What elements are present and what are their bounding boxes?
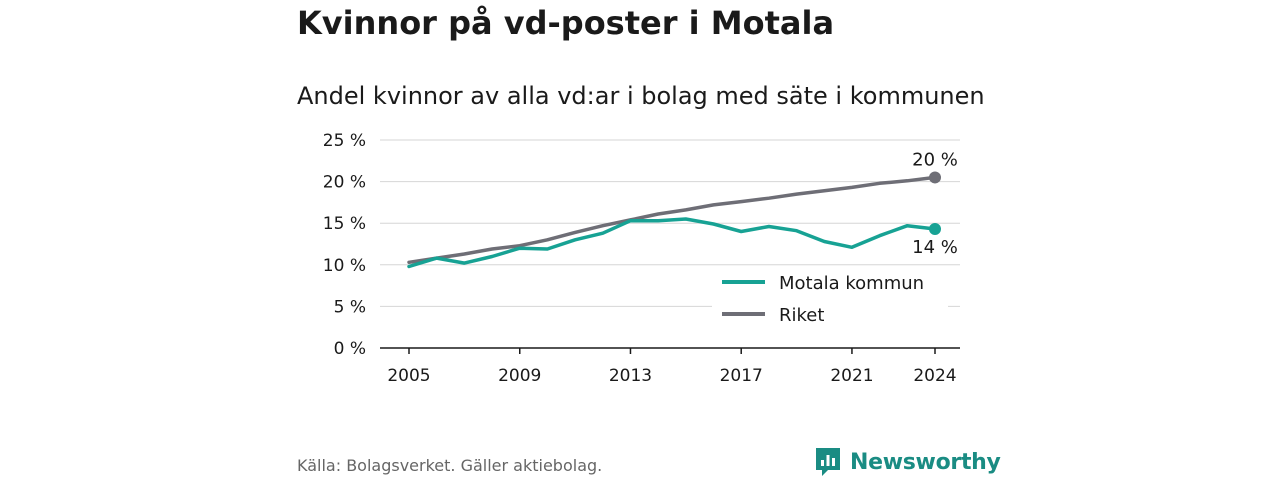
gridlines [380,139,960,307]
series-end-point [929,171,941,184]
x-tick-label: 2021 [830,366,873,386]
y-tick-label: 15 % [323,214,366,234]
brand-name: Newsworthy [850,449,1001,475]
x-tick-label: 2013 [609,366,652,386]
legend-label: Riket [779,305,824,326]
chart-title: Kvinnor på vd-poster i Motala [297,4,835,42]
newsworthy-logo-icon [816,448,840,476]
series-line-riket [407,175,937,265]
chart-subtitle: Andel kvinnor av alla vd:ar i bolag med … [297,82,985,110]
x-axis: 2005 2009 2013 2017 2021 2024 [380,347,960,386]
source-note: Källa: Bolagsverket. Gäller aktiebolag. [297,456,603,475]
y-tick-label: 5 % [334,297,366,317]
line-chart: 0 %5 %10 %15 %20 %25 % 2005 2009 2013 2017 2… [323,131,960,386]
y-tick-label: 0 % [334,339,366,359]
brand-logo: Newsworthy [814,446,1001,478]
legend-background [712,266,948,330]
x-tick-label: 2009 [498,366,541,386]
legend-label: Motala kommun [779,273,924,294]
x-tick-label: 2017 [720,366,763,386]
series-end-label: 20 % [912,149,958,170]
series-end-point [929,223,941,236]
series-end-label: 14 % [912,237,958,258]
legend: Motala kommun Riket [712,266,948,330]
y-tick-label: 10 % [323,256,366,276]
y-tick-label: 20 % [323,173,366,193]
series-lines: 20 % 14 % [407,149,958,269]
x-tick-label: 2005 [387,366,430,386]
y-tick-label: 25 % [323,131,366,151]
x-tick-label: 2024 [913,366,956,386]
y-axis-ticks: 0 % 5 % 10 % 15 % 20 % 25 % [323,131,366,359]
series-line-motala [407,217,937,269]
